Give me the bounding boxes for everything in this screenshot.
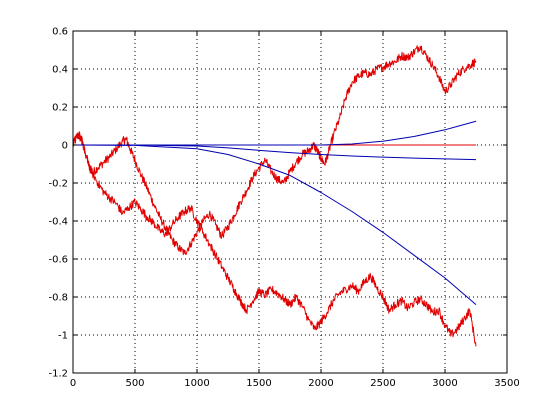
x-tick-labels: 0 500 1000 1500 2000 2500 3000 3500 bbox=[70, 378, 520, 389]
x-tick-label: 500 bbox=[125, 378, 144, 389]
x-tick-label: 2500 bbox=[370, 378, 395, 389]
x-tick-label: 3000 bbox=[432, 378, 457, 389]
y-tick-label: -0.2 bbox=[48, 179, 68, 190]
y-tick-label: 0.6 bbox=[52, 27, 68, 38]
x-tick-label: 3500 bbox=[494, 378, 519, 389]
y-tick-label: -1.2 bbox=[48, 369, 68, 380]
y-tick-labels: 0.6 0.4 0.2 0 -0.2 -0.4 -0.6 -0.8 -1 -1.2 bbox=[48, 27, 68, 380]
y-tick-label: -1 bbox=[58, 331, 68, 342]
axes-frame bbox=[72, 30, 508, 374]
tick-marks bbox=[72, 30, 508, 374]
series-line-4 bbox=[73, 120, 477, 146]
x-tick-label: 0 bbox=[70, 378, 76, 389]
y-tick-label: -0.4 bbox=[48, 217, 68, 228]
y-tick-label: -0.6 bbox=[48, 255, 68, 266]
y-tick-label: 0 bbox=[62, 141, 68, 152]
x-tick-label: 1000 bbox=[184, 378, 209, 389]
x-tick-label: 2000 bbox=[308, 378, 333, 389]
series-line-6 bbox=[72, 144, 477, 305]
series-layer bbox=[72, 45, 477, 347]
x-tick-label: 1500 bbox=[246, 378, 271, 389]
plot-area bbox=[73, 31, 507, 373]
y-tick-label: -0.8 bbox=[48, 293, 68, 304]
series-line-1 bbox=[72, 45, 477, 256]
series-line-2 bbox=[72, 131, 477, 347]
series-line-5 bbox=[73, 144, 477, 161]
y-tick-label: 0.2 bbox=[52, 103, 68, 114]
y-tick-label: 0.4 bbox=[52, 65, 68, 76]
